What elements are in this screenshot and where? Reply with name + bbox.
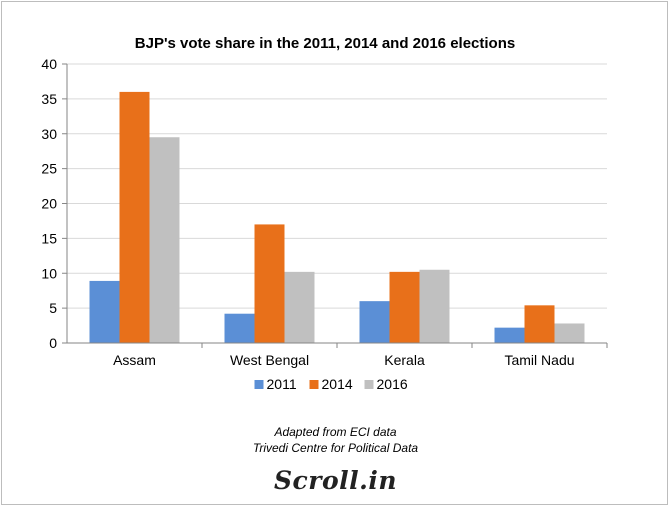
legend-label-2016: 2016 [377, 376, 408, 392]
y-tick-label: 20 [41, 196, 57, 212]
bar-2014 [254, 224, 285, 343]
bar-2014 [389, 271, 420, 343]
chart-title: BJP's vote share in the 2011, 2014 and 2… [135, 35, 515, 52]
bar-2011 [359, 301, 390, 343]
bar-2011 [494, 327, 525, 343]
source-line-1: Adapted from ECI data [274, 425, 397, 439]
bar-2016 [149, 137, 180, 343]
y-tick-label: 25 [41, 161, 57, 177]
source-line-2: Trivedi Centre for Political Data [252, 441, 419, 455]
legend-label-2011: 2011 [267, 376, 297, 392]
bar-2016 [419, 269, 450, 343]
bar-2016 [554, 323, 585, 343]
y-tick-label: 35 [41, 91, 57, 107]
y-tick-label: 15 [41, 230, 57, 246]
y-tick-label: 10 [41, 265, 57, 281]
y-tick-label: 30 [41, 126, 57, 142]
bar-2014 [119, 91, 150, 344]
legend-swatch-2016 [364, 380, 374, 389]
y-tick-label: 0 [49, 335, 57, 351]
y-tick-label: 40 [41, 56, 57, 72]
bar-2011 [224, 313, 255, 343]
scroll-logo: Scroll.in [274, 466, 397, 495]
legend-swatch-2011 [254, 380, 264, 389]
legend-swatch-2014 [309, 380, 319, 389]
x-tick-label: West Bengal [230, 352, 309, 368]
y-tick-label: 5 [49, 300, 57, 316]
x-tick-label: Kerala [384, 352, 425, 368]
x-tick-label: Assam [113, 352, 156, 368]
x-tick-label: Tamil Nadu [504, 352, 574, 368]
legend-label-2014: 2014 [322, 376, 353, 392]
bar-2014 [524, 305, 555, 343]
bar-2011 [89, 280, 120, 343]
bar-2016 [284, 271, 315, 343]
